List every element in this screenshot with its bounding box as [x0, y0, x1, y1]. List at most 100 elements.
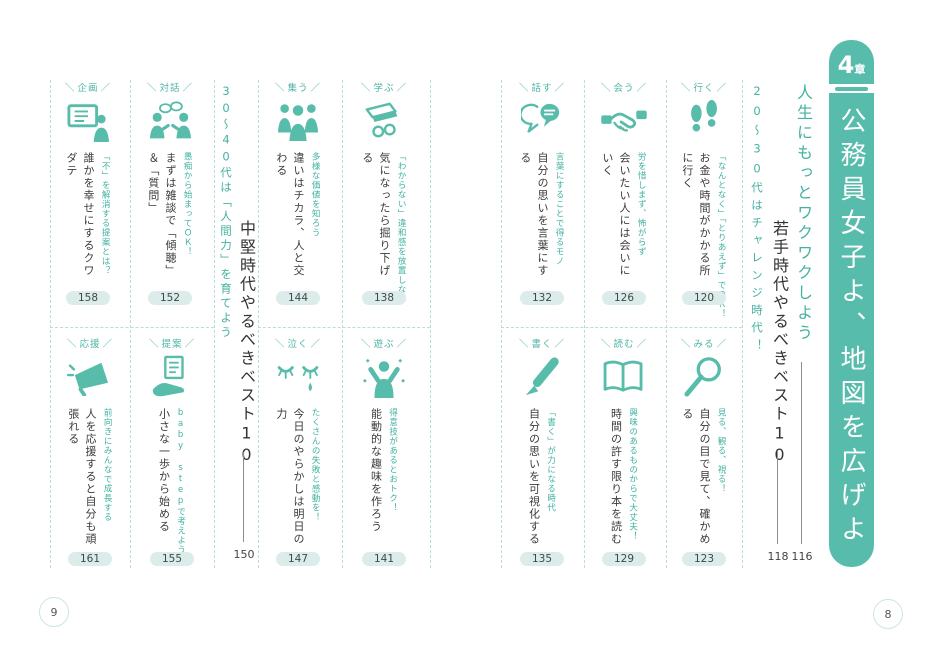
footprints-icon	[686, 97, 722, 145]
section-mid-line	[243, 452, 244, 542]
entry-text: 「わからない」違和感を放置しない 気になったら掘り下げる	[359, 152, 409, 304]
entry-tag: 話す	[519, 80, 565, 94]
entry-subtitle: baby stepで考えよう	[175, 408, 186, 555]
entry-text: 「書く」が力になる時代 自分の思いを可視化する	[525, 408, 558, 548]
entry-tag: 提案	[149, 336, 195, 350]
book-glasses-icon	[363, 97, 405, 145]
entry-tag: 会う	[601, 80, 647, 94]
presentation-icon	[67, 97, 109, 145]
entry-subtitle: 見る、観る、視る！	[716, 408, 727, 494]
entry-text: 「なんとなく」「とりあえず」でＯＫ！ お金や時間がかかる所に行く	[679, 152, 729, 319]
people-group-icon	[277, 97, 319, 145]
entry-tag: 応援	[67, 336, 113, 350]
entry-tag: 集う	[275, 80, 321, 94]
entry-title: 気になったら掘り下げる	[360, 152, 391, 277]
entry-title: 人を応援すると自分も頑張れる	[66, 408, 97, 546]
speech-bubbles-icon	[521, 97, 563, 145]
toc-entry-go: 行く 「なんとなく」「とりあえず」でＯＫ！ お金や時間がかかる所に行く 120	[668, 80, 740, 319]
entry-tag: みる	[681, 336, 727, 350]
entry-page-badge: 158	[65, 291, 111, 305]
column-divider	[50, 80, 51, 568]
entry-text: 言葉にすることで得るモノ 自分の思いを言葉にする	[517, 152, 567, 287]
column-divider	[666, 80, 667, 568]
entry-text: 前向きにみんなで成長する 人を応援すると自分も頑張れる	[65, 408, 115, 548]
entry-subtitle: 労を惜しまず、怖がらず	[636, 152, 647, 257]
toc-entry-cheer: 応援 前向きにみんなで成長する 人を応援すると自分も頑張れる 161	[54, 336, 126, 566]
right-page-number: 8	[873, 599, 903, 629]
entry-title: 小さな一歩から始める	[157, 408, 171, 533]
entry-tag: 企画	[65, 80, 111, 94]
toc-entry-gather: 集う 多様な価値を知ろう 違いはチカラ、人と交わる 144	[262, 80, 334, 305]
pen-icon	[521, 353, 563, 401]
entry-subtitle: たくさんの失敗と感動を！	[310, 408, 321, 522]
section-life-title: 人生にもっとワクワクしよう	[794, 84, 813, 344]
handshake-icon	[601, 97, 647, 145]
entry-page-badge: 138	[361, 291, 407, 305]
column-divider	[342, 80, 343, 568]
section-mid-lead: 30～40代は「人間力」を育てよう	[219, 84, 233, 341]
cheering-person-icon	[362, 353, 406, 401]
entry-tag: 泣く	[275, 336, 321, 350]
section-life-page: 116	[791, 550, 813, 563]
column-divider	[430, 80, 431, 568]
entry-title: 会いたい人には会いにいく	[600, 152, 631, 277]
column-divider	[501, 80, 502, 568]
toc-entry-write: 書く 「書く」が力になる時代 自分の思いを可視化する 135	[506, 336, 578, 566]
chapter-title: 公務員女子よ、地図を広げよ	[836, 107, 866, 549]
crying-eyes-icon	[275, 353, 321, 401]
magnifier-icon	[683, 353, 725, 401]
entry-page-badge: 132	[519, 291, 565, 305]
entry-title: 今日のやらかしは明日の力	[274, 408, 305, 546]
entry-subtitle: 「不」を解消する提案とは？	[100, 152, 111, 276]
entry-tag: 書く	[519, 336, 565, 350]
section-mid-title: 中堅時代やるべきベスト10	[237, 220, 256, 467]
entry-tag: 学ぶ	[361, 80, 407, 94]
entry-text: baby stepで考えよう 小さな一歩から始める	[155, 408, 188, 555]
entry-title: 自分の思いを言葉にする	[518, 152, 549, 277]
entry-page-badge: 135	[519, 552, 565, 566]
left-page-number: 9	[39, 597, 69, 627]
column-divider	[214, 80, 215, 568]
entry-title: 時間の許す限り本を読む	[609, 408, 623, 546]
row-divider	[50, 327, 214, 328]
document-hand-icon	[151, 353, 193, 401]
toc-entry-dialogue: 対話 愚痴から始まってＯＫ！ まずは雑談で「傾聴」＆「質問」 152	[134, 80, 206, 305]
entry-subtitle: 「わからない」違和感を放置しない	[396, 152, 407, 304]
entry-tag: 対話	[147, 80, 193, 94]
entry-subtitle: 言葉にすることで得るモノ	[554, 152, 565, 266]
megaphone-icon	[67, 353, 113, 401]
entry-title: 能動的な趣味を作ろう	[369, 408, 383, 533]
entry-subtitle: 得意技があるとおトク！	[387, 408, 398, 513]
conversation-icon	[149, 97, 191, 145]
toc-entry-read: 読む 興味のあるものからで大丈夫！ 時間の許す限り本を読む 129	[588, 336, 660, 566]
column-divider	[742, 80, 743, 568]
entry-subtitle: 「書く」が力になる時代	[545, 408, 556, 513]
entry-title: 誰かを幸せにするクワダテ	[64, 152, 95, 277]
toc-entry-plan: 企画 「不」を解消する提案とは？ 誰かを幸せにするクワダテ 158	[52, 80, 124, 305]
entry-text: たくさんの失敗と感動を！ 今日のやらかしは明日の力	[273, 408, 323, 548]
entry-text: 愚痴から始まってＯＫ！ まずは雑談で「傾聴」＆「質問」	[145, 152, 195, 287]
toc-entry-talk: 話す 言葉にすることで得るモノ 自分の思いを言葉にする 132	[506, 80, 578, 305]
entry-page-badge: 147	[275, 552, 321, 566]
toc-entry-meet: 会う 労を惜しまず、怖がらず 会いたい人には会いにいく 126	[588, 80, 660, 305]
entry-subtitle: 多様な価値を知ろう	[310, 152, 321, 238]
entry-page-badge: 126	[601, 291, 647, 305]
entry-subtitle: 前向きにみんなで成長する	[102, 408, 113, 522]
entry-title: 自分の思いを可視化する	[527, 408, 541, 546]
section-young-page: 118	[767, 550, 789, 563]
chapter-number: 4章	[837, 51, 866, 79]
entry-text: 多様な価値を知ろう 違いはチカラ、人と交わる	[273, 152, 323, 287]
entry-subtitle: 愚痴から始まってＯＫ！	[182, 152, 193, 257]
toc-entry-see: みる 見る、観る、視る！ 自分の目で見て、確かめる 123	[668, 336, 740, 566]
entry-title: まずは雑談で「傾聴」＆「質問」	[146, 152, 177, 277]
entry-page-badge: 144	[275, 291, 321, 305]
entry-tag: 行く	[681, 80, 727, 94]
toc-entry-cry: 泣く たくさんの失敗と感動を！ 今日のやらかしは明日の力 147	[262, 336, 334, 566]
entry-page-badge: 129	[601, 552, 647, 566]
section-young-line	[777, 452, 778, 544]
entry-text: 見る、観る、視る！ 自分の目で見て、確かめる	[679, 408, 729, 548]
entry-subtitle: 興味のあるものからで大丈夫！	[627, 408, 638, 541]
entry-page-badge: 141	[361, 552, 407, 566]
entry-page-badge: 152	[147, 291, 193, 305]
chapter-tab: 4章 公務員女子よ、地図を広げよ	[829, 40, 874, 567]
